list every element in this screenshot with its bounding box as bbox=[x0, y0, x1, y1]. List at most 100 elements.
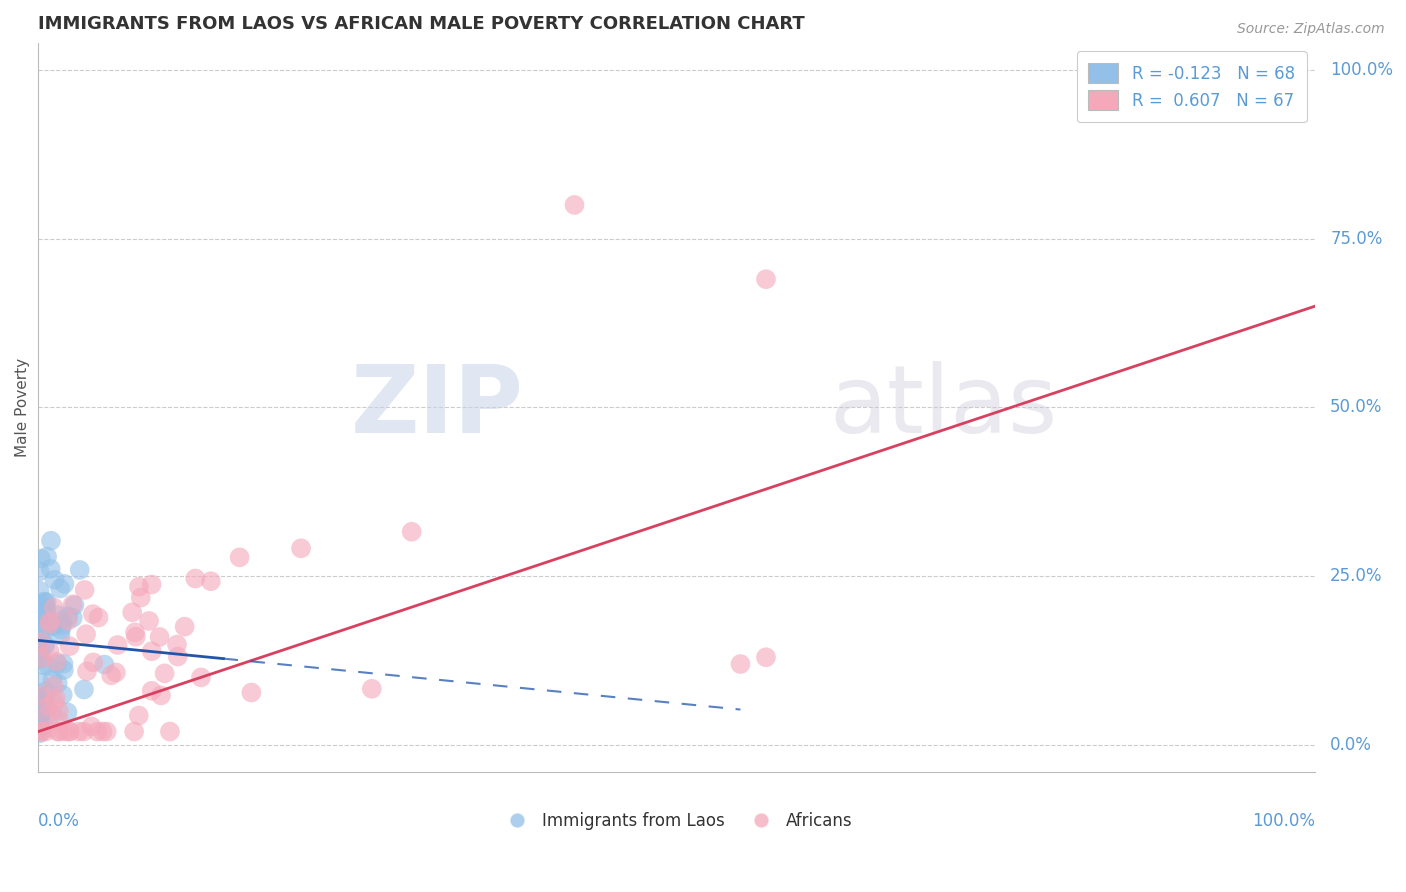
Point bbox=[45, 655, 67, 669]
Point bbox=[107, 638, 129, 652]
Point bbox=[121, 605, 143, 619]
Point bbox=[48, 704, 70, 718]
Point bbox=[86, 724, 108, 739]
Point bbox=[34, 639, 56, 653]
Point bbox=[53, 724, 76, 739]
Point bbox=[755, 272, 778, 286]
Point bbox=[51, 618, 73, 632]
Point bbox=[401, 524, 423, 539]
Point bbox=[125, 630, 148, 644]
Point bbox=[44, 696, 66, 710]
Point bbox=[39, 533, 62, 548]
Point bbox=[38, 614, 60, 628]
Point bbox=[76, 665, 98, 679]
Point bbox=[141, 683, 163, 698]
Point bbox=[28, 645, 51, 659]
Point bbox=[28, 721, 51, 735]
Point bbox=[124, 625, 146, 640]
Point bbox=[48, 724, 70, 739]
Text: Source: ZipAtlas.com: Source: ZipAtlas.com bbox=[1237, 22, 1385, 37]
Point bbox=[166, 638, 188, 652]
Point bbox=[30, 607, 52, 622]
Point bbox=[63, 598, 86, 612]
Point bbox=[28, 615, 51, 629]
Point bbox=[42, 600, 65, 615]
Point bbox=[30, 551, 52, 566]
Text: ZIP: ZIP bbox=[350, 361, 523, 453]
Point bbox=[31, 651, 53, 665]
Point bbox=[35, 605, 58, 619]
Point bbox=[228, 550, 250, 565]
Point bbox=[46, 724, 69, 739]
Point bbox=[41, 706, 63, 721]
Point bbox=[49, 582, 72, 596]
Point bbox=[75, 627, 97, 641]
Point bbox=[34, 623, 56, 637]
Point bbox=[360, 681, 382, 696]
Point bbox=[42, 619, 65, 633]
Point bbox=[31, 692, 53, 706]
Point bbox=[128, 708, 150, 723]
Point bbox=[38, 617, 60, 632]
Point bbox=[104, 665, 127, 680]
Point bbox=[62, 597, 84, 611]
Point bbox=[129, 591, 152, 605]
Point bbox=[28, 652, 51, 666]
Point bbox=[28, 723, 51, 737]
Point bbox=[44, 573, 66, 587]
Point bbox=[150, 689, 173, 703]
Point bbox=[30, 603, 52, 617]
Point bbox=[153, 666, 176, 681]
Point bbox=[32, 594, 55, 608]
Point bbox=[122, 724, 145, 739]
Point bbox=[87, 610, 110, 624]
Point bbox=[28, 583, 51, 598]
Y-axis label: Male Poverty: Male Poverty bbox=[15, 358, 30, 457]
Point bbox=[173, 620, 195, 634]
Text: 100.0%: 100.0% bbox=[1251, 812, 1315, 830]
Point bbox=[35, 708, 58, 723]
Point bbox=[41, 672, 63, 686]
Text: atlas: atlas bbox=[830, 361, 1059, 453]
Point bbox=[58, 724, 80, 739]
Point bbox=[56, 614, 79, 628]
Point bbox=[48, 713, 70, 727]
Point bbox=[73, 582, 96, 597]
Point bbox=[190, 670, 212, 684]
Point bbox=[200, 574, 222, 589]
Point bbox=[34, 695, 56, 709]
Text: 50.0%: 50.0% bbox=[1330, 399, 1382, 417]
Point bbox=[28, 714, 51, 728]
Point bbox=[80, 719, 103, 733]
Text: 0.0%: 0.0% bbox=[1330, 736, 1372, 754]
Point bbox=[49, 628, 72, 642]
Point bbox=[30, 706, 52, 720]
Point bbox=[38, 644, 60, 658]
Point bbox=[46, 657, 69, 671]
Point bbox=[30, 710, 52, 724]
Point bbox=[39, 562, 62, 576]
Point bbox=[48, 608, 70, 623]
Point bbox=[30, 635, 52, 649]
Point bbox=[28, 699, 51, 714]
Point bbox=[34, 596, 56, 610]
Point bbox=[42, 679, 65, 693]
Point bbox=[30, 692, 52, 706]
Text: 75.0%: 75.0% bbox=[1330, 229, 1382, 248]
Point bbox=[141, 577, 163, 591]
Point bbox=[58, 724, 80, 739]
Point bbox=[72, 724, 94, 739]
Point bbox=[35, 595, 58, 609]
Point bbox=[28, 565, 51, 579]
Text: 0.0%: 0.0% bbox=[38, 812, 80, 830]
Point bbox=[37, 699, 59, 714]
Point bbox=[82, 656, 104, 670]
Point bbox=[32, 620, 55, 634]
Point bbox=[37, 549, 59, 564]
Point bbox=[30, 632, 52, 647]
Point bbox=[52, 657, 75, 671]
Point bbox=[184, 572, 207, 586]
Point bbox=[73, 682, 96, 697]
Text: 100.0%: 100.0% bbox=[1330, 61, 1393, 78]
Point bbox=[52, 663, 75, 677]
